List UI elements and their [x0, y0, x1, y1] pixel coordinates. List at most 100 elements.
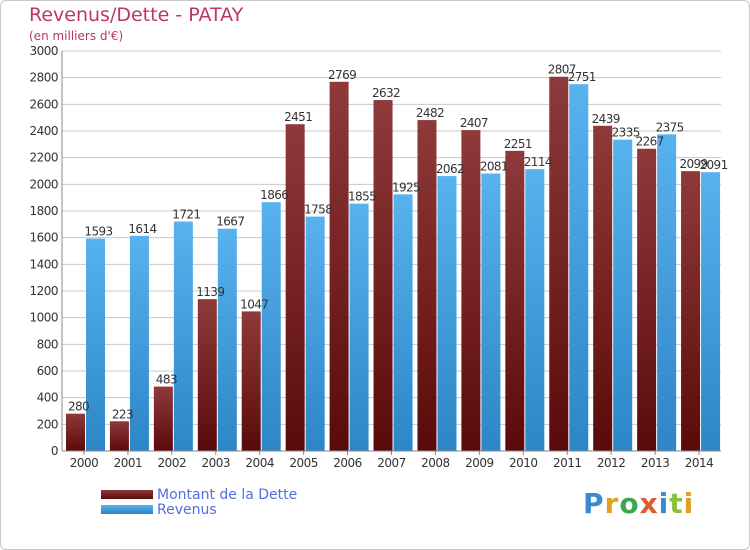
- debt-bar-2006: [329, 81, 349, 452]
- debt-value-label-2003: 1139: [196, 285, 224, 299]
- debt-bar-2008: [417, 120, 437, 452]
- revenue-bar-2013: [657, 134, 677, 452]
- y-tick-label-1200: 1200: [29, 284, 58, 298]
- legend-label-revenue: Revenus: [157, 501, 217, 518]
- revenue-bar-2006: [349, 203, 369, 451]
- revenue-bar-2005: [305, 216, 325, 451]
- revenue-value-label-2001: 1614: [128, 222, 156, 236]
- logo-letter: r: [604, 487, 620, 520]
- debt-value-label-2000: 280: [68, 400, 89, 414]
- y-tick-label-2600: 2600: [29, 97, 58, 111]
- x-tick-label-2001: 2001: [114, 456, 143, 470]
- debt-bar-2000: [66, 413, 85, 451]
- debt-value-label-2009: 2407: [460, 116, 488, 130]
- y-tick-label-400: 400: [37, 391, 58, 405]
- y-tick-label-600: 600: [37, 364, 58, 378]
- debt-bar-2013: [637, 148, 657, 451]
- x-tick-label-2013: 2013: [641, 456, 670, 470]
- x-tick-label-2003: 2003: [201, 456, 230, 470]
- x-tick-label-2000: 2000: [70, 456, 99, 470]
- chart-subtitle: (en milliers d'€): [29, 29, 124, 43]
- debt-bar-2001: [109, 421, 129, 451]
- legend-label-debt: Montant de la Dette: [157, 486, 298, 503]
- x-tick-label-2005: 2005: [289, 456, 318, 470]
- debt-bar-2012: [593, 125, 613, 452]
- y-tick-label-1000: 1000: [29, 311, 58, 325]
- logo-letter: o: [619, 487, 640, 520]
- legend-swatch-debt: [101, 490, 153, 499]
- y-tick-label-2000: 2000: [29, 177, 58, 191]
- debt-bar-2003: [197, 299, 217, 451]
- revenue-value-label-2012: 2335: [612, 126, 640, 140]
- debt-bar-2007: [373, 100, 393, 452]
- revenue-bar-2014: [701, 172, 721, 451]
- debt-value-label-2006: 2769: [328, 68, 356, 82]
- x-tick-label-2014: 2014: [685, 456, 714, 470]
- revenue-bar-2012: [613, 139, 633, 451]
- logo-letter: i: [658, 487, 670, 520]
- revenue-value-label-2000: 1593: [84, 225, 112, 239]
- debt-value-label-2011: 2807: [548, 63, 576, 77]
- revenue-value-label-2005: 1758: [304, 203, 332, 217]
- legend-item-revenue: Revenus: [101, 501, 297, 518]
- debt-bar-2011: [549, 76, 569, 451]
- revenue-bar-2004: [261, 202, 281, 451]
- legend: Montant de la Dette Revenus: [101, 486, 298, 518]
- legend-item-debt: Montant de la Dette: [101, 486, 298, 503]
- y-tick-label-2400: 2400: [29, 124, 58, 138]
- y-tick-label-800: 800: [37, 337, 58, 351]
- debt-value-label-2012: 2439: [592, 112, 620, 126]
- debt-bar-2009: [461, 130, 481, 452]
- revenue-value-label-2011: 2751: [568, 70, 596, 84]
- revenue-bar-2000: [86, 238, 105, 451]
- x-tick-label-2007: 2007: [377, 456, 406, 470]
- revenue-bar-2002: [173, 221, 193, 451]
- revenue-bar-2007: [393, 194, 413, 452]
- revenue-value-label-2009: 2081: [480, 160, 508, 174]
- x-tick-label-2010: 2010: [509, 456, 538, 470]
- revenue-value-label-2010: 2114: [524, 155, 552, 169]
- revenue-value-label-2014: 2091: [699, 158, 727, 172]
- debt-value-label-2014: 2099: [679, 157, 707, 171]
- debt-bar-2010: [505, 150, 525, 451]
- debt-bar-2004: [241, 311, 261, 451]
- revenue-value-label-2007: 1925: [392, 180, 420, 194]
- chart-title: Revenus/Dette - PATAY: [29, 4, 244, 26]
- debt-value-label-2010: 2251: [504, 137, 532, 151]
- debt-bar-2005: [285, 124, 305, 451]
- logo-letter: i: [683, 487, 695, 520]
- revenue-bar-2009: [481, 173, 501, 452]
- revenue-value-label-2003: 1667: [216, 215, 244, 229]
- x-tick-label-2006: 2006: [333, 456, 362, 470]
- debt-value-label-2002: 483: [156, 373, 177, 387]
- y-tick-label-3000: 3000: [29, 44, 58, 58]
- x-tick-label-2004: 2004: [245, 456, 274, 470]
- y-tick-label-1400: 1400: [29, 257, 58, 271]
- revenue-bar-2003: [217, 228, 237, 451]
- legend-swatch-revenue: [101, 505, 153, 514]
- y-tick-label-1800: 1800: [29, 204, 58, 218]
- revenue-bar-2011: [569, 84, 589, 451]
- debt-bar-2002: [153, 386, 173, 451]
- logo-letter: x: [639, 487, 659, 520]
- logo-letter: t: [669, 487, 684, 520]
- debt-value-label-2013: 2267: [636, 135, 664, 149]
- x-tick-label-2012: 2012: [597, 456, 626, 470]
- debt-value-label-2001: 223: [112, 407, 133, 421]
- x-tick-label-2011: 2011: [553, 456, 582, 470]
- debt-value-label-2007: 2632: [372, 86, 400, 100]
- bars: [66, 76, 721, 452]
- debt-bar-2014: [681, 171, 701, 451]
- x-tick-label-2002: 2002: [158, 456, 187, 470]
- debt-value-label-2005: 2451: [284, 110, 312, 124]
- revenue-value-label-2006: 1855: [348, 190, 376, 204]
- revenue-bar-2001: [129, 235, 149, 451]
- y-tick-label-200: 200: [37, 417, 58, 431]
- revenue-value-label-2002: 1721: [172, 208, 200, 222]
- proxiti-logo: Proxiti: [583, 487, 694, 520]
- y-tick-label-2200: 2200: [29, 151, 58, 165]
- debt-value-label-2008: 2482: [416, 106, 444, 120]
- revenue-value-label-2004: 1866: [260, 188, 288, 202]
- axes: 0 200 400 600 800 1000 1200 1400 1600 1800 2000 220…: [29, 44, 721, 470]
